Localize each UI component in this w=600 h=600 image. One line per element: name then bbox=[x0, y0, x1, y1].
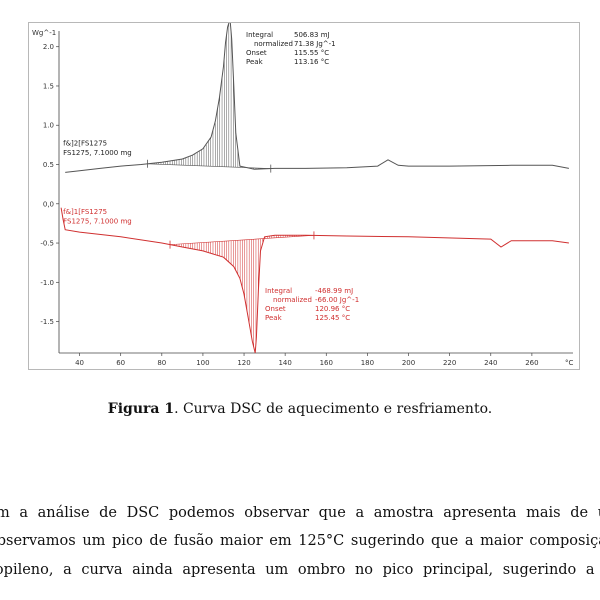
cooling-annotation-value-0: -468.99 mJ bbox=[315, 287, 353, 295]
dsc-chart-svg: -1.5 -1.0 -0.5 0,0 0.5 1.0 1.5 2.0 Wg^-1 40 60 80 10… bbox=[32, 23, 574, 367]
y-tick-label: 2.0 bbox=[43, 43, 54, 51]
y-tick-label: 0.5 bbox=[43, 161, 54, 169]
integration-baseline bbox=[170, 235, 314, 245]
y-tick-label: -1.0 bbox=[40, 279, 54, 287]
x-tick-label: 200 bbox=[402, 359, 415, 367]
y-axis-label: Wg^-1 bbox=[32, 29, 56, 37]
heating-annotation-value-3: 113.16 °C bbox=[294, 58, 329, 66]
body-text-line-2: observamos um pico de fusão maior em 125… bbox=[0, 533, 600, 549]
figure-caption-text: . Curva DSC de aquecimento e resfriament… bbox=[174, 401, 493, 417]
cooling-annotation-label-0: Integral bbox=[265, 287, 292, 295]
y-tick-label: 1.0 bbox=[43, 122, 54, 130]
heating-annotation-label-1: normalized bbox=[254, 40, 293, 48]
dsc-chart: -1.5 -1.0 -0.5 0,0 0.5 1.0 1.5 2.0 Wg^-1 40 60 80 10… bbox=[28, 22, 580, 370]
cooling-curve bbox=[60, 207, 569, 354]
y-tick-label: 1.5 bbox=[43, 82, 54, 90]
x-tick-label: 220 bbox=[443, 359, 456, 367]
heating-annotation-value-0: 506.83 mJ bbox=[294, 31, 330, 39]
integration-baseline bbox=[147, 163, 271, 169]
heating-annotation-label-3: Peak bbox=[246, 58, 264, 66]
x-tick-label: 180 bbox=[361, 359, 374, 367]
heating-annotation-value-1: 71.38 Jg^-1 bbox=[294, 40, 336, 48]
heating-integration-region bbox=[147, 23, 272, 173]
cooling-series-sample: FS1275, 7.1000 mg bbox=[63, 217, 132, 225]
x-axis-label: °C bbox=[565, 359, 574, 367]
x-tick-label: 80 bbox=[157, 359, 166, 367]
x-tick-label: 240 bbox=[484, 359, 497, 367]
heating-series-name: f&]2[FS1275 bbox=[63, 140, 107, 148]
x-tick-label: 120 bbox=[237, 359, 250, 367]
body-text-line-1: m a análise de DSC podemos observar que … bbox=[0, 505, 600, 521]
body-text-line-3: ropileno, a curva ainda apresenta um omb… bbox=[0, 562, 600, 578]
figure-caption: Figura 1. Curva DSC de aquecimento e res… bbox=[0, 401, 600, 417]
cooling-annotation-label-3: Peak bbox=[265, 314, 283, 322]
y-tick-label: 0,0 bbox=[43, 200, 54, 208]
x-tick-label: 160 bbox=[320, 359, 333, 367]
cooling-annotation-label-1: normalized bbox=[273, 296, 312, 304]
y-tick-label: -0.5 bbox=[40, 240, 54, 248]
x-tick-label: 40 bbox=[75, 359, 84, 367]
figure-label: Figura 1 bbox=[107, 401, 175, 417]
cooling-annotation-value-1: -66.00 Jg^-1 bbox=[315, 296, 359, 304]
x-tick-label: 100 bbox=[196, 359, 209, 367]
heating-annotation-label-0: Integral bbox=[246, 31, 273, 39]
cooling-annotation-value-3: 125.45 °C bbox=[315, 314, 350, 322]
heating-annotation-value-2: 115.55 °C bbox=[294, 49, 329, 57]
x-tick-label: 260 bbox=[525, 359, 538, 367]
x-tick-label: 60 bbox=[116, 359, 125, 367]
cooling-annotation-label-2: Onset bbox=[265, 305, 286, 313]
heating-series-sample: FS1275, 7.1000 mg bbox=[63, 149, 132, 157]
cooling-annotation-value-2: 120.96 °C bbox=[315, 305, 350, 313]
cooling-series-name: f&]1[FS1275 bbox=[63, 208, 107, 216]
y-tick-label: -1.5 bbox=[40, 318, 54, 326]
heating-curve bbox=[65, 23, 569, 173]
heating-annotation-label-2: Onset bbox=[246, 49, 267, 57]
x-tick-label: 140 bbox=[278, 359, 291, 367]
